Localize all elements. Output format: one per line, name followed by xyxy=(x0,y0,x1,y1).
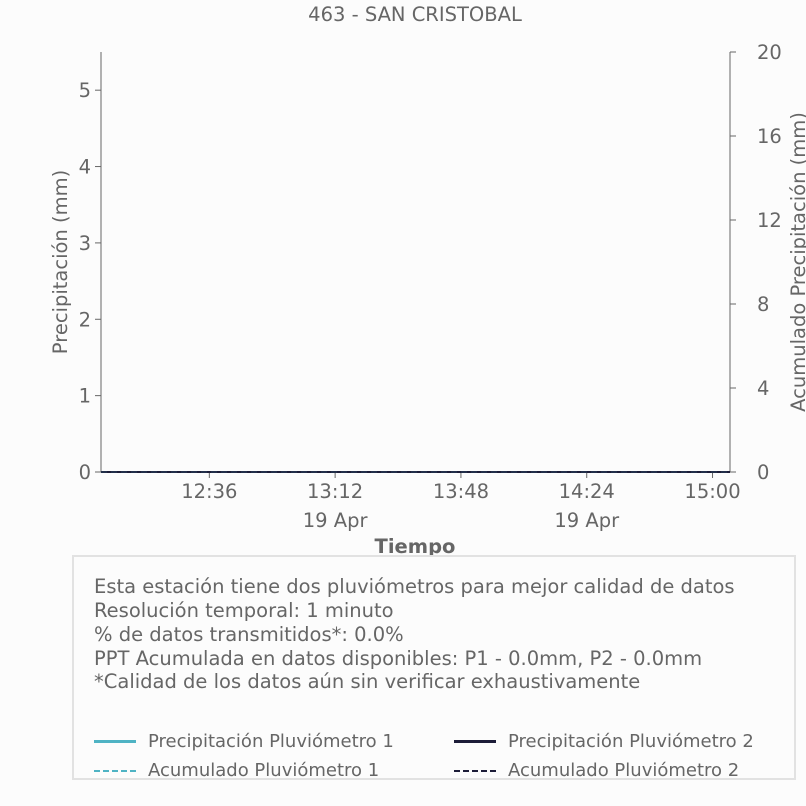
y-tick-label: 0 xyxy=(79,461,91,484)
legend-swatch-solid-navy xyxy=(454,740,496,743)
legend-swatch-dashed-teal xyxy=(94,769,136,772)
info-text-quality-note: *Calidad de los datos aún sin verificar … xyxy=(94,670,641,693)
y2-tick-label: 20 xyxy=(757,41,782,64)
info-text-resolution: Resolución temporal: 1 minuto xyxy=(94,599,394,622)
info-text-accumulated: PPT Acumulada en datos disponibles: P1 -… xyxy=(94,647,703,670)
info-text-stations: Esta estación tiene dos pluviómetros par… xyxy=(94,575,735,598)
x-tick-label: 12:36 xyxy=(181,480,237,503)
y2-tick-label: 8 xyxy=(757,293,769,316)
legend-label: Acumulado Pluviómetro 2 xyxy=(508,760,740,781)
y-tick-label: 3 xyxy=(79,232,91,255)
y-tick-label: 1 xyxy=(79,385,91,408)
y2-tick-label: 0 xyxy=(757,461,769,484)
x-tick-date-label: 19 Apr xyxy=(554,509,620,532)
legend-label: Precipitación Pluviómetro 1 xyxy=(148,731,394,752)
legend-label: Precipitación Pluviómetro 2 xyxy=(508,731,754,752)
precipitation-chart: 463 - SAN CRISTOBAL 01234504812162012:36… xyxy=(49,3,806,558)
y-tick-label: 5 xyxy=(79,79,91,102)
x-tick-label: 14:24 xyxy=(559,480,615,503)
x-tick-label: 15:00 xyxy=(684,480,740,503)
legend-item-acum-p1: Acumulado Pluviómetro 1 xyxy=(94,760,379,781)
legend-item-precip-p2: Precipitación Pluviómetro 2 xyxy=(454,731,754,752)
info-text-transmitted: % de datos transmitidos*: 0.0% xyxy=(94,623,404,646)
legend-swatch-solid-teal xyxy=(94,740,136,743)
y-tick-label: 2 xyxy=(79,308,91,331)
y2-tick-label: 12 xyxy=(757,209,782,232)
y-tick-label: 4 xyxy=(79,156,91,179)
y-axis-label: Precipitación (mm) xyxy=(49,170,72,354)
info-legend-box: Esta estación tiene dos pluviómetros par… xyxy=(72,555,796,781)
x-tick-label: 13:12 xyxy=(307,480,363,503)
legend-item-acum-p2: Acumulado Pluviómetro 2 xyxy=(454,760,739,781)
x-tick-label: 13:48 xyxy=(433,480,489,503)
x-tick-date-label: 19 Apr xyxy=(303,509,369,532)
legend-swatch-dashed-navy xyxy=(454,769,496,772)
y2-tick-label: 4 xyxy=(757,377,769,400)
chart-title: 463 - SAN CRISTOBAL xyxy=(308,3,522,26)
legend-label: Acumulado Pluviómetro 1 xyxy=(148,760,380,781)
y2-axis-label: Acumulado Precipitación (mm) xyxy=(787,112,806,412)
y2-tick-label: 16 xyxy=(757,125,782,148)
legend-item-precip-p1: Precipitación Pluviómetro 1 xyxy=(94,731,394,752)
x-axis-label: Tiempo xyxy=(375,535,456,558)
